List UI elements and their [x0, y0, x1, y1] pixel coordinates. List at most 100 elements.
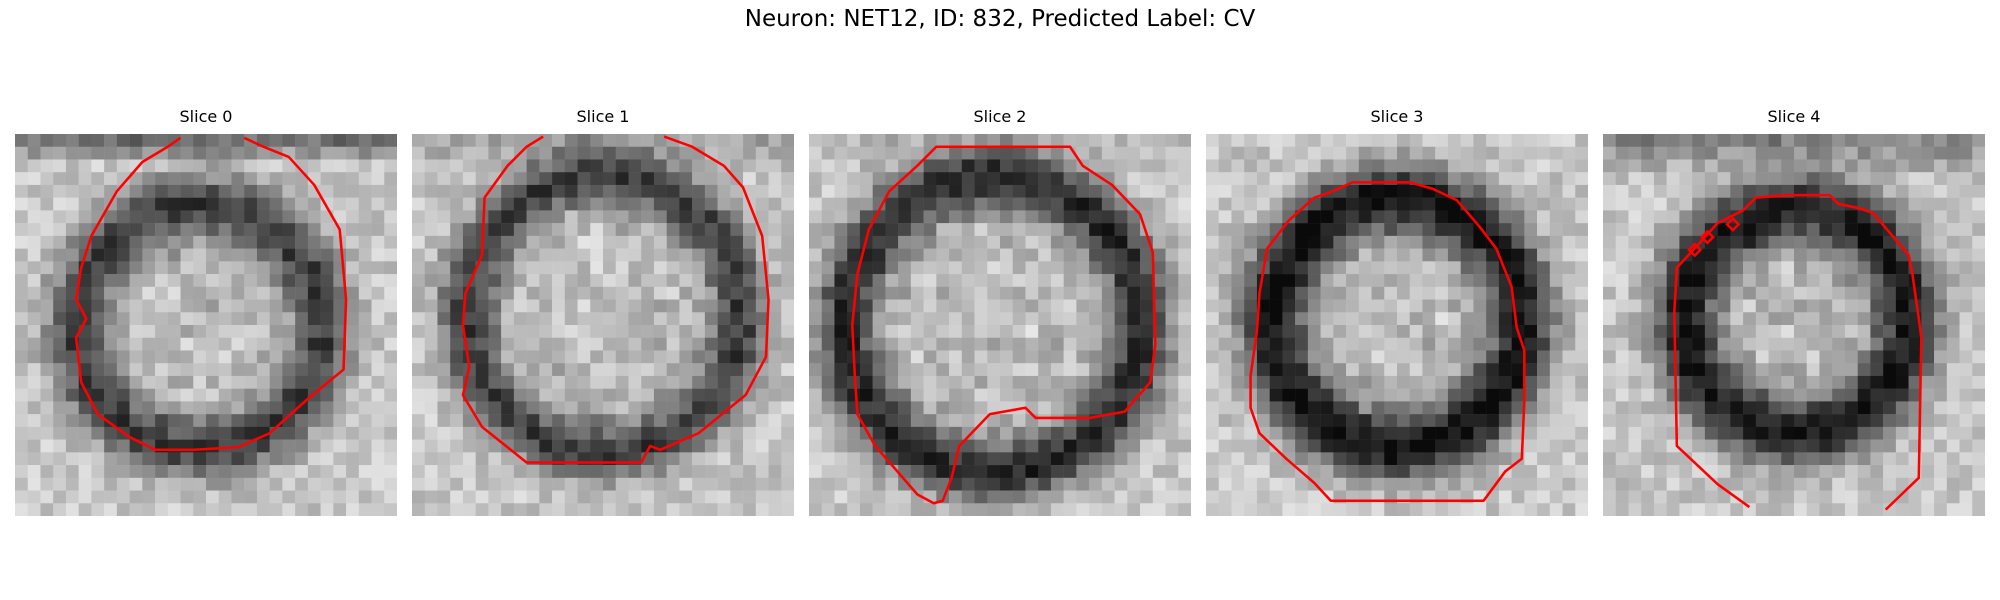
- pixel: [743, 452, 757, 466]
- pixel: [1537, 503, 1551, 516]
- pixel: [1358, 248, 1372, 262]
- pixel: [1152, 235, 1166, 249]
- pixel: [1794, 172, 1807, 186]
- pixel: [1460, 274, 1474, 288]
- pixel: [167, 312, 181, 326]
- pixel: [1333, 401, 1347, 415]
- pixel: [104, 426, 118, 440]
- pixel: [1562, 172, 1576, 186]
- pixel: [1101, 414, 1115, 428]
- pixel: [1256, 325, 1270, 338]
- pixel: [1206, 490, 1219, 504]
- contour-fragment: [1687, 242, 1703, 258]
- pixel: [628, 248, 642, 262]
- pixel: [885, 134, 899, 147]
- pixel: [1511, 414, 1525, 428]
- pixel: [743, 363, 757, 377]
- pixel: [1806, 325, 1820, 338]
- pixel: [1076, 286, 1090, 300]
- pixel: [53, 426, 67, 440]
- pixel: [91, 146, 105, 160]
- pixel: [577, 465, 591, 479]
- pixel: [1409, 426, 1423, 440]
- pixel: [450, 274, 464, 288]
- pixel: [65, 388, 79, 402]
- pixel: [142, 172, 156, 186]
- pixel: [577, 286, 591, 300]
- pixel: [1152, 388, 1166, 402]
- pixel: [1460, 452, 1474, 466]
- pixel: [539, 350, 553, 364]
- pixel: [501, 274, 515, 288]
- pixel: [282, 197, 296, 211]
- pixel: [384, 426, 397, 440]
- pixel: [142, 159, 156, 173]
- pixel: [666, 210, 680, 224]
- pixel: [1743, 299, 1757, 313]
- pixel: [872, 477, 886, 491]
- pixel: [1089, 490, 1103, 504]
- pixel: [755, 426, 769, 440]
- pixel: [834, 375, 848, 389]
- pixel: [1870, 503, 1884, 516]
- pixel: [333, 465, 347, 479]
- pixel: [936, 363, 950, 377]
- pixel: [116, 159, 130, 173]
- pixel: [450, 375, 464, 389]
- pixel: [1178, 197, 1191, 211]
- pixel: [1025, 210, 1039, 224]
- pixel: [974, 465, 988, 479]
- pixel: [666, 172, 680, 186]
- pixel: [424, 159, 438, 173]
- pixel: [859, 146, 873, 160]
- pixel: [923, 388, 937, 402]
- pixel: [1794, 388, 1807, 402]
- pixel: [1152, 414, 1166, 428]
- pixel: [269, 159, 283, 173]
- pixel: [1895, 363, 1909, 377]
- pixel: [539, 197, 553, 211]
- pixel: [1972, 401, 1985, 415]
- pixel: [1063, 363, 1077, 377]
- pixel: [1397, 337, 1410, 351]
- pixel: [1012, 159, 1026, 173]
- pixel: [1870, 159, 1884, 173]
- pixel: [1333, 134, 1347, 147]
- pixel: [1844, 477, 1858, 491]
- pixel: [577, 312, 591, 326]
- pixel: [898, 197, 912, 211]
- pixel: [590, 172, 604, 186]
- pixel: [1537, 172, 1551, 186]
- pixel: [1628, 465, 1642, 479]
- pixel: [116, 197, 130, 211]
- pixel: [1628, 184, 1642, 198]
- pixel: [1921, 426, 1935, 440]
- pixel: [1307, 414, 1321, 428]
- pixel: [628, 465, 642, 479]
- pixel: [1346, 426, 1360, 440]
- pixel: [1844, 337, 1858, 351]
- pixel: [809, 503, 822, 516]
- pixel: [1371, 146, 1385, 160]
- pixel: [1794, 197, 1807, 211]
- pixel: [755, 184, 769, 198]
- pixel: [1524, 490, 1538, 504]
- pixel: [1730, 477, 1744, 491]
- pixel: [1460, 134, 1474, 147]
- pixel: [653, 146, 667, 160]
- pixel: [1320, 223, 1334, 237]
- pixel: [603, 503, 616, 516]
- pixel: [1127, 261, 1141, 275]
- pixel: [1883, 274, 1897, 288]
- pixel: [180, 184, 194, 198]
- pixel: [1934, 248, 1948, 262]
- pixel: [1921, 503, 1935, 516]
- pixel: [1743, 452, 1757, 466]
- pixel: [1435, 363, 1449, 377]
- pixel: [1537, 184, 1551, 198]
- pixel: [653, 401, 667, 415]
- pixel: [437, 159, 451, 173]
- pixel: [180, 299, 194, 313]
- pixel: [1397, 197, 1410, 211]
- pixel: [1063, 134, 1077, 147]
